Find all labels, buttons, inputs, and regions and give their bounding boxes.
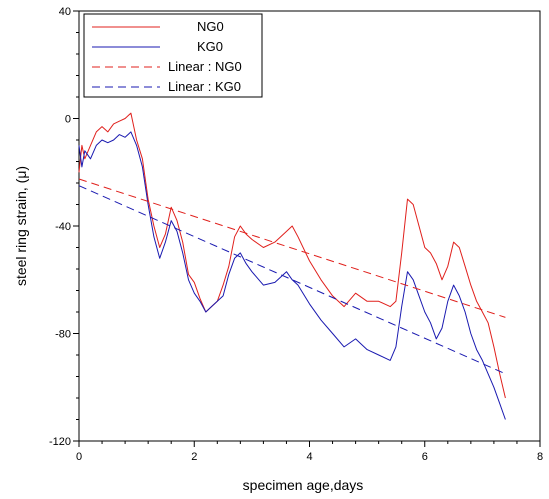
- x-tick-label: 2: [191, 451, 197, 463]
- axis-tick-labels: 0 2 4 6 8 -120 -80 -40 0 40: [49, 6, 543, 463]
- series-group: [78, 112, 506, 420]
- series-line-ng0: [78, 112, 506, 399]
- y-tick-label: -80: [55, 329, 71, 341]
- y-tick-label: 40: [59, 6, 71, 18]
- y-tick-label: -120: [49, 436, 71, 448]
- axis-ticks: [73, 10, 541, 447]
- x-tick-label: 0: [76, 451, 82, 463]
- y-tick-label: 0: [65, 114, 71, 126]
- legend-label-linear-kg0: Linear : KG0: [168, 79, 241, 94]
- x-tick-label: 8: [537, 451, 543, 463]
- y-axis-title: steel ring strain, (μ): [13, 166, 29, 286]
- legend-box: [83, 13, 263, 98]
- series-line-linear-ng0: [78, 178, 506, 318]
- legend-label-kg0: KG0: [197, 39, 223, 54]
- x-tick-label: 4: [306, 451, 312, 463]
- y-tick-label: -40: [55, 221, 71, 233]
- legend-label-linear-ng0: Linear : NG0: [168, 59, 242, 74]
- legend: NG0 KG0 Linear : NG0 Linear : KG0: [83, 13, 263, 98]
- legend-label-ng0: NG0: [197, 19, 224, 34]
- series-line-kg0: [78, 131, 506, 420]
- x-axis-title: specimen age,days: [243, 477, 364, 493]
- x-tick-label: 6: [422, 451, 428, 463]
